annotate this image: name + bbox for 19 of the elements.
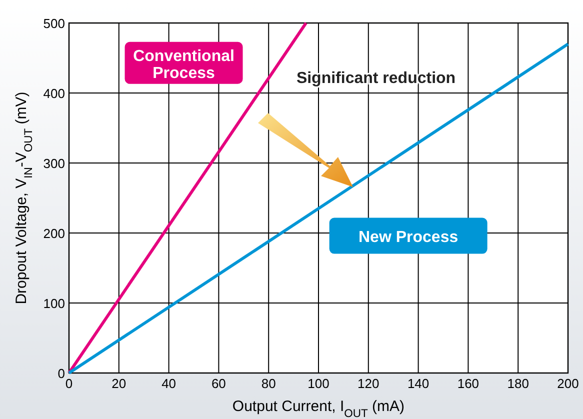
x-axis-title: Output Current, I$_{OUT}$ (mA) — [232, 398, 405, 419]
x-tick-label: 100 — [308, 376, 330, 391]
x-tick-label: 180 — [507, 376, 529, 391]
x-tick-label: 40 — [162, 376, 176, 391]
x-tick-label: 140 — [407, 376, 430, 391]
y-tick-label: 100 — [43, 296, 65, 311]
text: New Process — [358, 228, 458, 246]
x-tick-label: 80 — [261, 376, 276, 391]
x-tick-label: 20 — [112, 376, 126, 391]
y-tick-label: 0 — [58, 366, 65, 381]
y-tick-label: 500 — [43, 16, 65, 31]
y-tick-label: 300 — [43, 156, 65, 171]
x-tick-label: 160 — [457, 376, 480, 391]
x-tick-label: 120 — [358, 376, 380, 391]
y-tick-label: 200 — [43, 226, 65, 241]
x-tick-label: 200 — [557, 376, 579, 391]
series-label: Conventional Process — [133, 48, 234, 82]
y-tick-label: 400 — [43, 86, 65, 101]
x-tick-label: 60 — [211, 376, 226, 391]
